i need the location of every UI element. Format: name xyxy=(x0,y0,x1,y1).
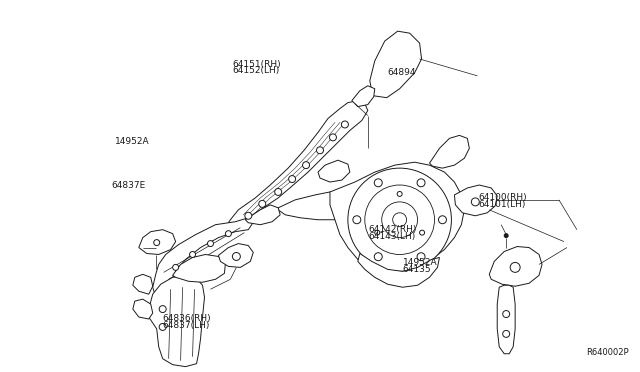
Circle shape xyxy=(471,198,479,206)
Circle shape xyxy=(420,230,424,235)
Text: 64142(RH): 64142(RH) xyxy=(369,225,417,234)
Text: 64135: 64135 xyxy=(403,265,431,274)
Polygon shape xyxy=(218,244,253,267)
Circle shape xyxy=(303,162,310,169)
Circle shape xyxy=(393,213,406,227)
Circle shape xyxy=(375,230,380,235)
Polygon shape xyxy=(133,274,153,294)
Text: 64100(RH): 64100(RH) xyxy=(478,193,527,202)
Text: 64101(LH): 64101(LH) xyxy=(478,200,525,209)
Circle shape xyxy=(502,330,509,337)
Polygon shape xyxy=(245,205,280,225)
Circle shape xyxy=(502,311,509,318)
Circle shape xyxy=(159,306,166,312)
Circle shape xyxy=(330,134,337,141)
Polygon shape xyxy=(228,101,368,225)
Circle shape xyxy=(232,253,241,260)
Circle shape xyxy=(159,324,166,330)
Circle shape xyxy=(438,216,447,224)
Circle shape xyxy=(348,168,451,271)
Text: 64894: 64894 xyxy=(388,68,416,77)
Polygon shape xyxy=(454,185,497,216)
Circle shape xyxy=(259,201,266,207)
Circle shape xyxy=(225,231,232,237)
Circle shape xyxy=(417,253,425,261)
Polygon shape xyxy=(330,162,465,271)
Polygon shape xyxy=(278,192,360,220)
Circle shape xyxy=(510,262,520,272)
Polygon shape xyxy=(133,299,153,319)
Polygon shape xyxy=(318,160,350,182)
Circle shape xyxy=(173,264,179,270)
Circle shape xyxy=(189,251,196,257)
Circle shape xyxy=(245,212,252,219)
Circle shape xyxy=(374,253,382,261)
Text: 64837(LH): 64837(LH) xyxy=(162,321,209,330)
Text: 64152(LH): 64152(LH) xyxy=(232,66,279,75)
Circle shape xyxy=(397,192,402,196)
Polygon shape xyxy=(489,247,542,286)
Text: 14952A: 14952A xyxy=(115,137,149,146)
Polygon shape xyxy=(153,218,252,299)
Circle shape xyxy=(417,179,425,187)
Circle shape xyxy=(381,202,417,238)
Text: 64837E: 64837E xyxy=(111,181,146,190)
Circle shape xyxy=(504,234,508,238)
Circle shape xyxy=(275,189,282,195)
Text: 64151(RH): 64151(RH) xyxy=(232,60,281,69)
Circle shape xyxy=(341,121,348,128)
Circle shape xyxy=(365,185,435,254)
Text: R640002P: R640002P xyxy=(586,348,628,357)
Polygon shape xyxy=(497,285,515,354)
Text: 64143(LH): 64143(LH) xyxy=(369,232,415,241)
Circle shape xyxy=(207,241,214,247)
Polygon shape xyxy=(148,275,205,367)
Circle shape xyxy=(154,240,160,246)
Polygon shape xyxy=(173,254,225,282)
Circle shape xyxy=(374,179,382,187)
Polygon shape xyxy=(352,86,375,107)
Circle shape xyxy=(317,147,323,154)
Circle shape xyxy=(353,216,361,224)
Text: 14952A: 14952A xyxy=(403,258,438,267)
Circle shape xyxy=(289,176,296,183)
Polygon shape xyxy=(139,230,175,254)
Polygon shape xyxy=(358,253,440,287)
Text: 64836(RH): 64836(RH) xyxy=(162,314,211,323)
Polygon shape xyxy=(370,31,422,98)
Polygon shape xyxy=(429,135,469,168)
